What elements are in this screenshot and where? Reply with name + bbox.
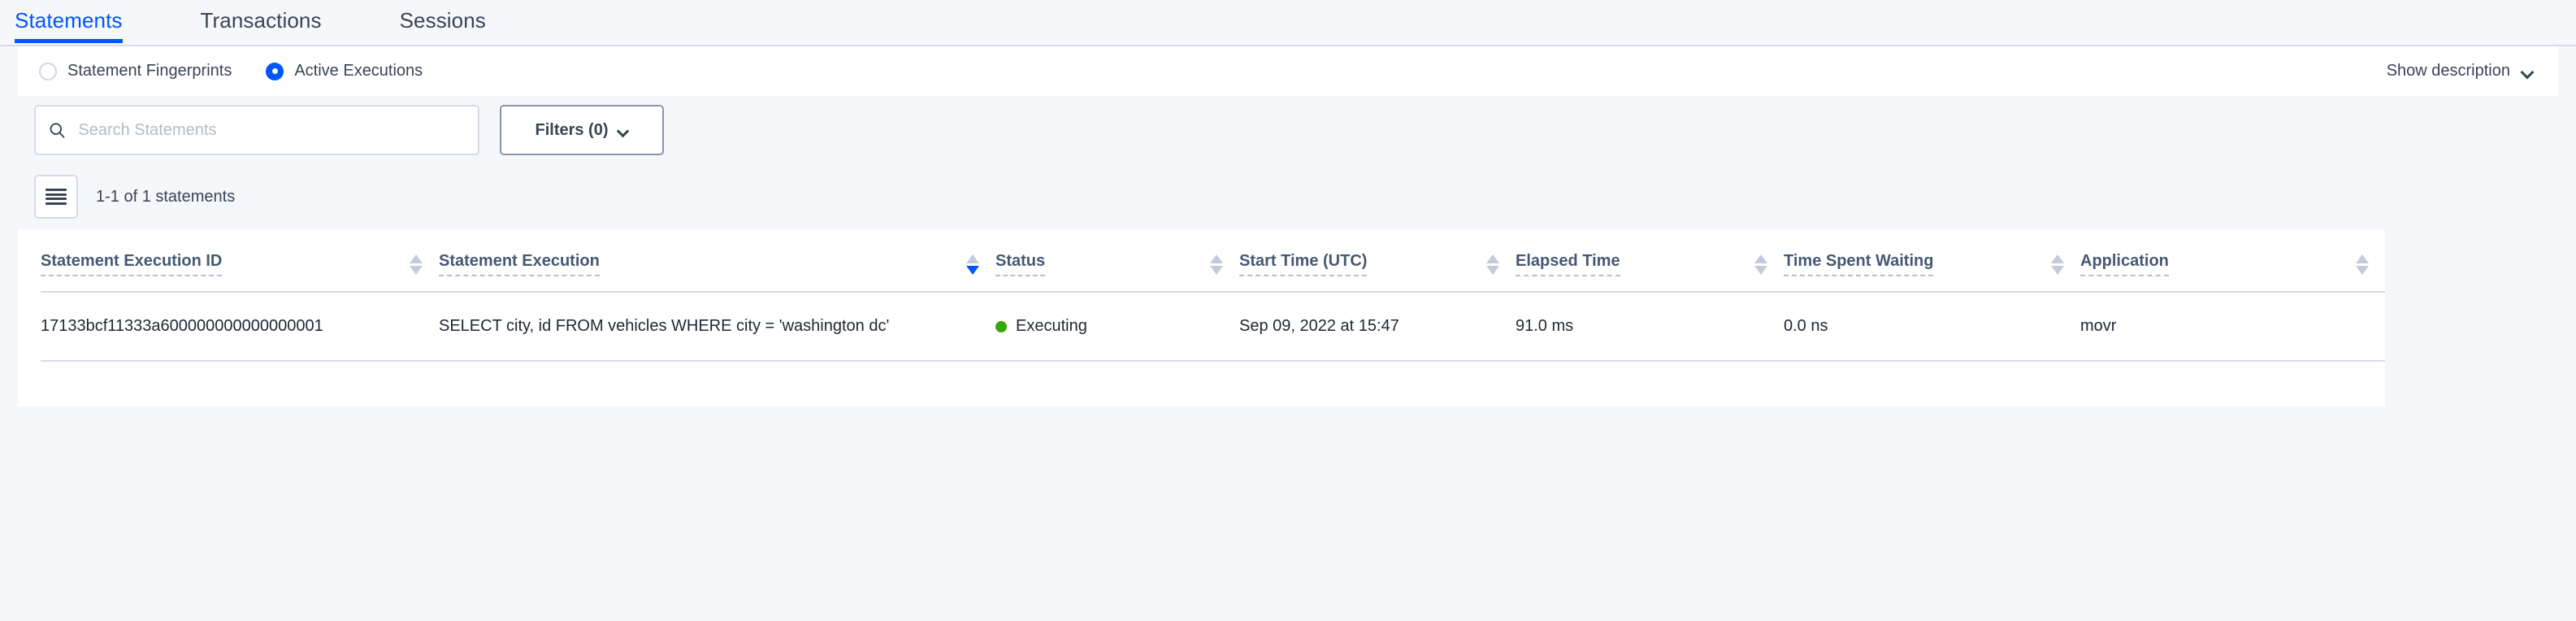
cell-application: movr (2080, 292, 2385, 362)
cell-execution-id: 17133bcf11333a600000000000000001 (41, 292, 439, 362)
filters-button[interactable]: Filters (0) (500, 105, 664, 155)
tab-sessions[interactable]: Sessions (400, 0, 486, 33)
tab-statements[interactable]: Statements (15, 0, 123, 43)
cell-elapsed-time: 91.0 ms (1516, 292, 1784, 362)
statements-table: Statement Execution ID Statement Executi… (41, 229, 2385, 362)
statements-table-card: Statement Execution ID Statement Executi… (18, 229, 2385, 406)
table-header: Statement Execution ID Statement Executi… (41, 229, 2385, 293)
cell-time-spent-waiting: 0.0 ns (1784, 292, 2080, 362)
statement-link[interactable]: SELECT city, id FROM vehicles WHERE city… (439, 317, 890, 335)
column-header-label: Start Time (UTC) (1239, 252, 1368, 276)
sort-toggle-icon[interactable] (2356, 254, 2369, 275)
sort-toggle-icon[interactable] (1486, 254, 1499, 275)
show-description-toggle[interactable]: Show description (2387, 62, 2534, 80)
cell-statement[interactable]: SELECT city, id FROM vehicles WHERE city… (439, 292, 995, 362)
sort-toggle-icon-active[interactable] (966, 254, 979, 275)
list-view-icon (46, 189, 67, 205)
chevron-down-icon (2522, 67, 2534, 75)
column-header-label: Time Spent Waiting (1784, 252, 1934, 276)
column-header-label: Application (2080, 252, 2169, 276)
radio-statement-fingerprints[interactable]: Statement Fingerprints (39, 62, 232, 80)
table-body: 17133bcf11333a600000000000000001 SELECT … (41, 292, 2385, 362)
radio-button-unselected-icon (39, 62, 57, 80)
sort-toggle-icon[interactable] (410, 254, 423, 275)
table-header-row: Statement Execution ID Statement Executi… (41, 229, 2385, 293)
chevron-down-icon (618, 127, 629, 133)
radio-active-executions[interactable]: Active Executions (266, 62, 423, 80)
column-header-time-spent-waiting[interactable]: Time Spent Waiting (1784, 229, 2080, 293)
sort-toggle-icon[interactable] (1210, 254, 1223, 275)
column-header-statement-execution-id[interactable]: Statement Execution ID (41, 229, 439, 293)
filters-button-label: Filters (0) (535, 120, 609, 139)
results-summary-bar: 1-1 of 1 statements (18, 164, 2558, 229)
status-label: Executing (1016, 317, 1087, 335)
radio-active-executions-label: Active Executions (294, 62, 423, 80)
search-input[interactable] (76, 119, 465, 141)
show-description-label: Show description (2386, 62, 2510, 80)
column-header-label: Statement Execution (439, 252, 600, 276)
sort-toggle-icon[interactable] (2051, 254, 2064, 275)
status-dot-icon (995, 320, 1007, 332)
column-header-start-time[interactable]: Start Time (UTC) (1239, 229, 1516, 293)
list-view-toggle-button[interactable] (34, 175, 78, 219)
cell-start-time: Sep 09, 2022 at 15:47 (1239, 292, 1516, 362)
column-header-elapsed-time[interactable]: Elapsed Time (1516, 229, 1784, 293)
search-icon (50, 123, 65, 138)
column-header-label: Elapsed Time (1516, 252, 1620, 276)
sort-toggle-icon[interactable] (1754, 254, 1767, 275)
column-header-status[interactable]: Status (995, 229, 1239, 293)
column-header-label: Statement Execution ID (41, 252, 223, 276)
radio-statement-fingerprints-label: Statement Fingerprints (67, 62, 232, 80)
view-options-bar: Statement Fingerprints Active Executions… (18, 46, 2558, 96)
search-and-filter-bar: Filters (0) (18, 96, 2558, 164)
status-badge: Executing (995, 317, 1239, 336)
table-row[interactable]: 17133bcf11333a600000000000000001 SELECT … (41, 292, 2385, 362)
column-header-statement-execution[interactable]: Statement Execution (439, 229, 995, 293)
column-header-application[interactable]: Application (2080, 229, 2385, 293)
cell-status: Executing (995, 292, 1239, 362)
column-header-label: Status (995, 252, 1046, 276)
execution-id-value: 17133bcf11333a600000000000000001 (41, 317, 323, 335)
search-statements-box[interactable] (34, 105, 479, 155)
view-mode-radio-group: Statement Fingerprints Active Executions (39, 62, 423, 80)
radio-button-selected-icon (266, 62, 284, 80)
statement-count-label: 1-1 of 1 statements (96, 187, 236, 206)
main-tab-bar: Statements Transactions Sessions (0, 0, 2576, 46)
tab-transactions[interactable]: Transactions (201, 0, 322, 33)
